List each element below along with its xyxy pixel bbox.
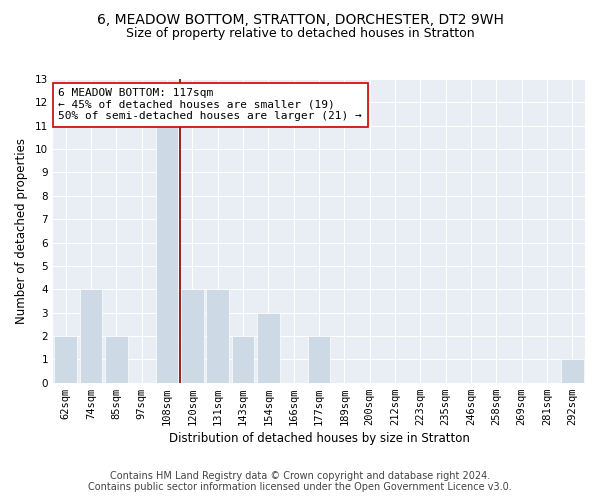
Bar [561,360,584,382]
X-axis label: Distribution of detached houses by size in Stratton: Distribution of detached houses by size … [169,432,469,445]
Bar [232,336,254,382]
Bar [181,289,204,382]
Bar [257,312,280,382]
Bar [80,289,103,382]
Bar [55,336,77,382]
Bar [206,289,229,382]
Y-axis label: Number of detached properties: Number of detached properties [15,138,28,324]
Bar [105,336,128,382]
Text: 6, MEADOW BOTTOM, STRATTON, DORCHESTER, DT2 9WH: 6, MEADOW BOTTOM, STRATTON, DORCHESTER, … [97,12,503,26]
Text: Contains HM Land Registry data © Crown copyright and database right 2024.
Contai: Contains HM Land Registry data © Crown c… [88,471,512,492]
Bar [155,126,178,382]
Bar [308,336,331,382]
Text: Size of property relative to detached houses in Stratton: Size of property relative to detached ho… [125,28,475,40]
Text: 6 MEADOW BOTTOM: 117sqm
← 45% of detached houses are smaller (19)
50% of semi-de: 6 MEADOW BOTTOM: 117sqm ← 45% of detache… [58,88,362,122]
